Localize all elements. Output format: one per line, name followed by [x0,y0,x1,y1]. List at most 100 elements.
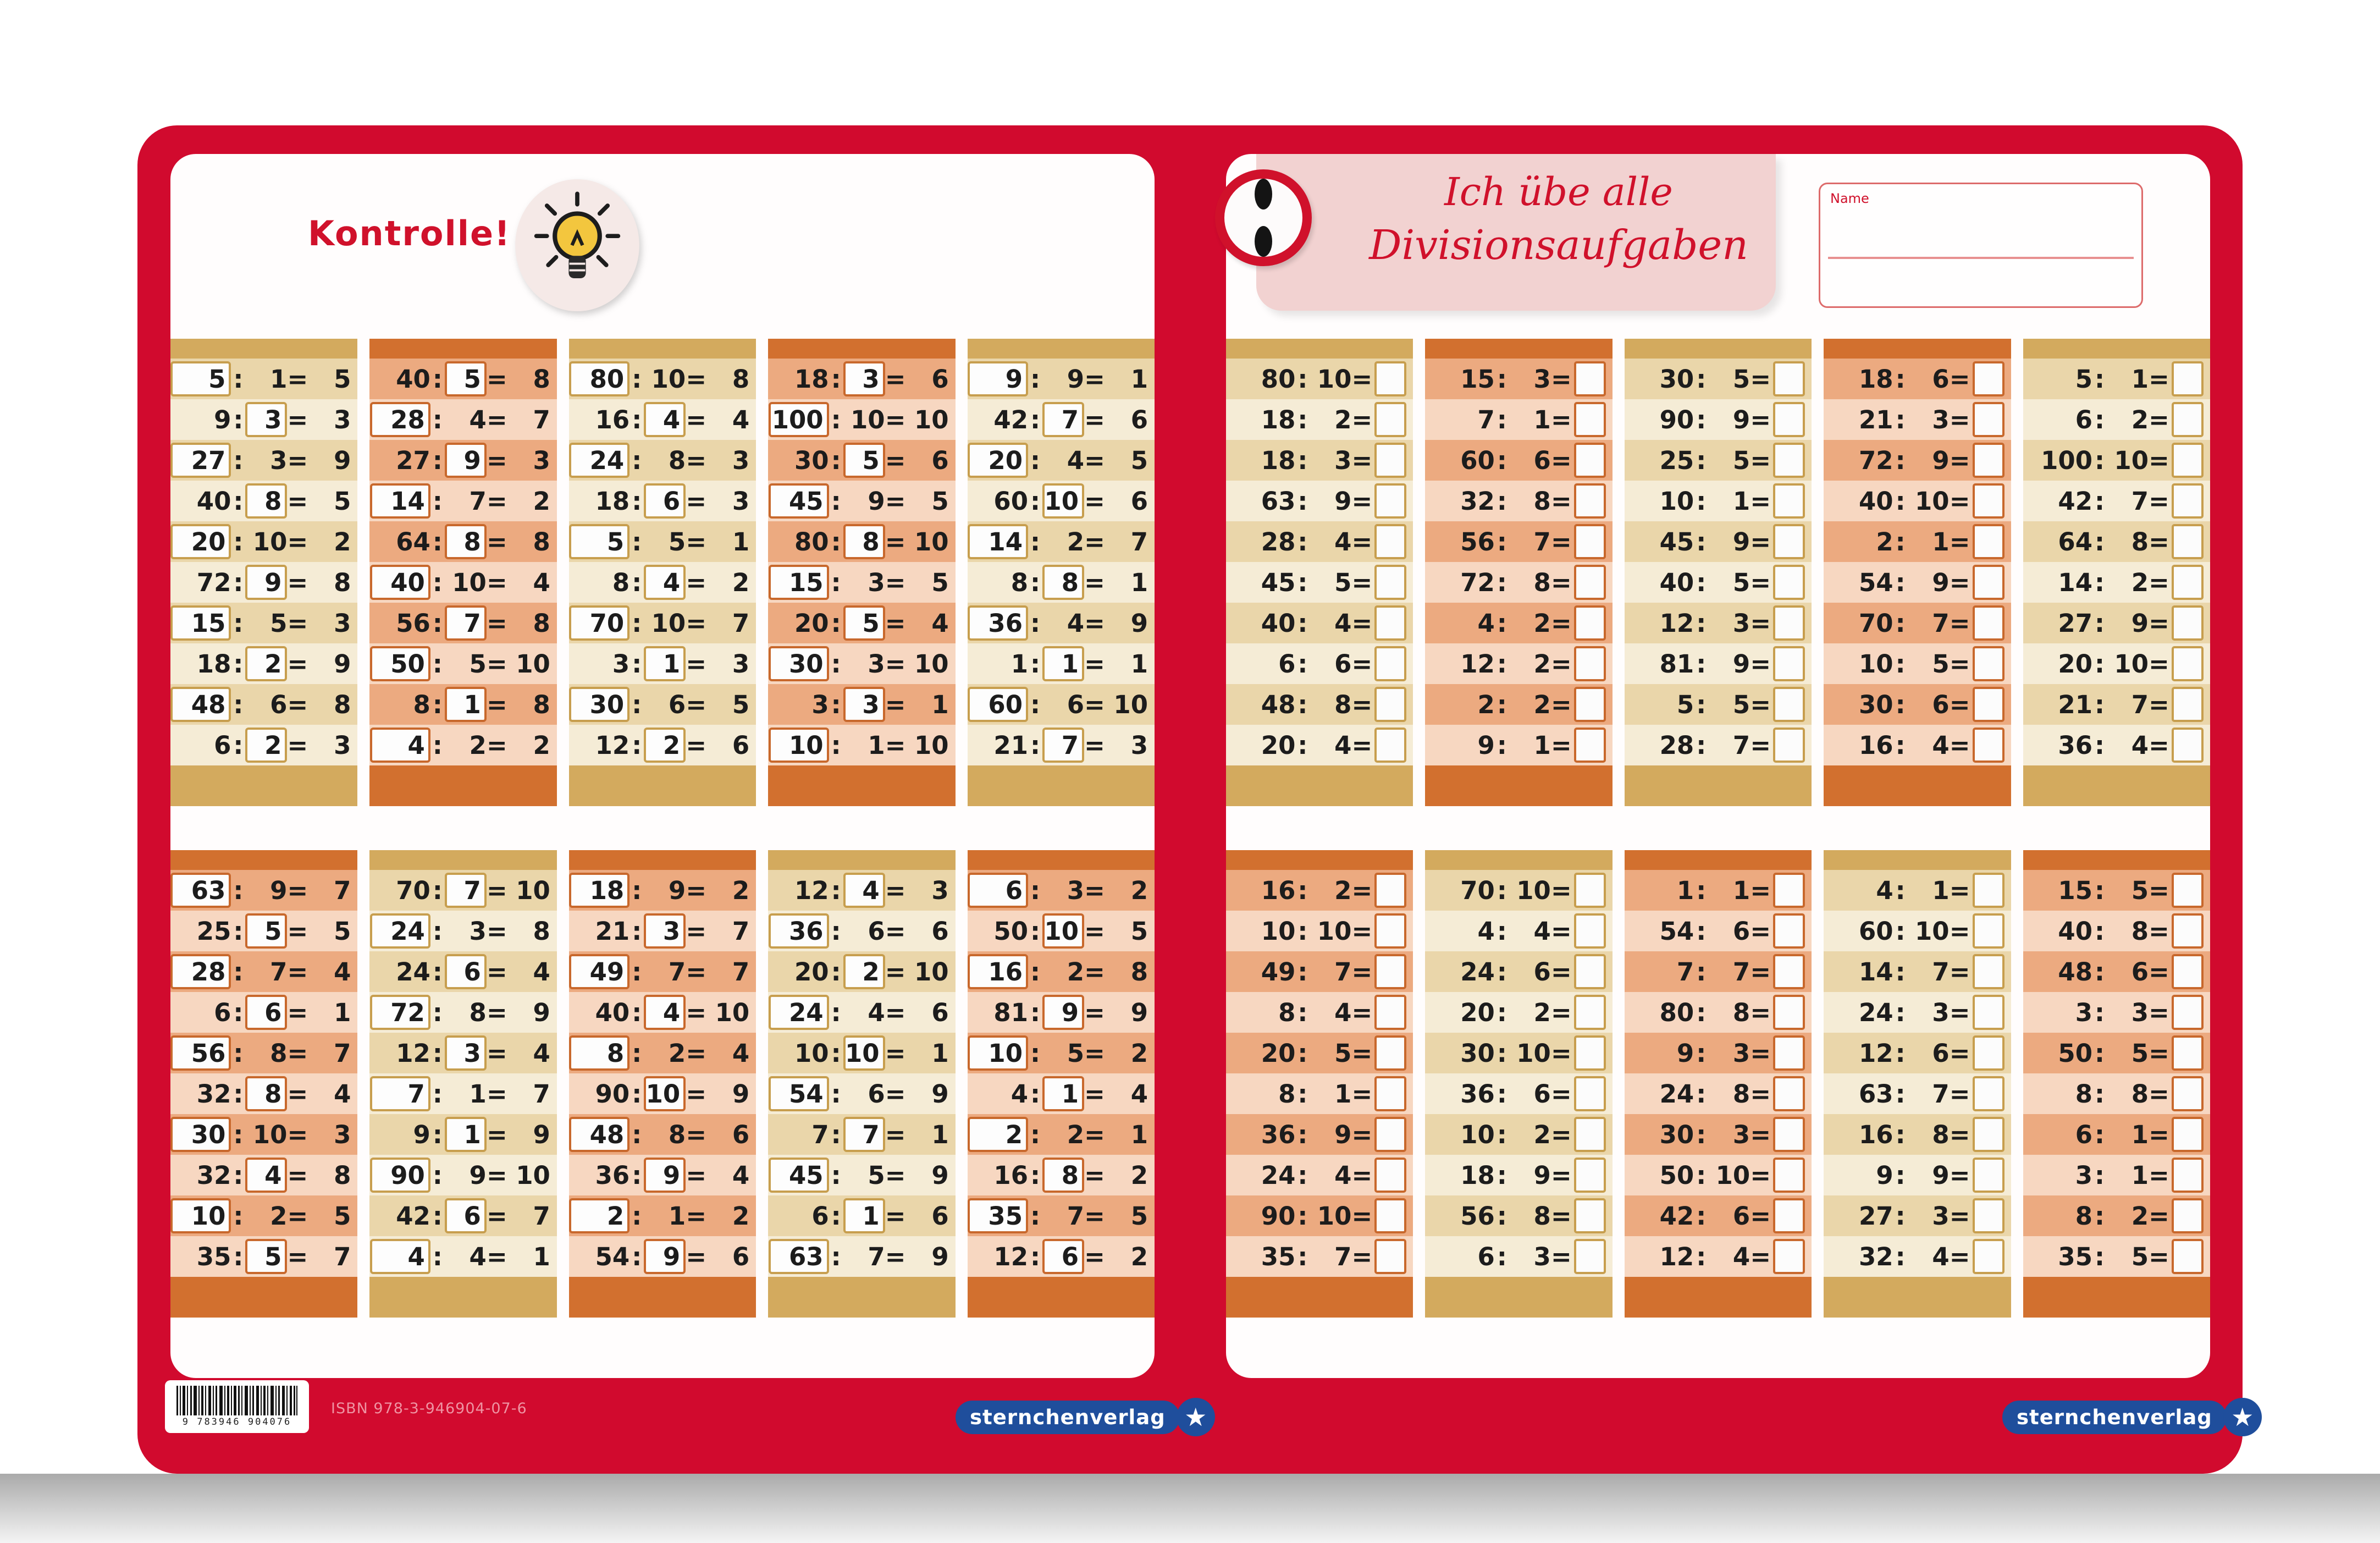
answer-input-box[interactable] [1573,1035,1606,1071]
answer-input-box[interactable] [1374,954,1407,989]
answer-input-box[interactable] [1972,1035,2004,1071]
answer-input-box[interactable] [1972,646,2004,681]
answer-input-box[interactable] [1374,402,1407,437]
answer-input-box[interactable] [1773,565,1805,600]
answer-input-box[interactable] [1573,913,1606,949]
answer-input-box[interactable] [1573,646,1606,681]
answer-input-box[interactable] [1773,483,1805,519]
answer-input-box[interactable] [1573,361,1606,396]
answer-input-box[interactable] [2172,1158,2204,1193]
answer-input-box[interactable] [1573,443,1606,478]
answer-input-box[interactable] [1374,1158,1407,1193]
answer-input-box[interactable] [1773,1158,1805,1193]
answer-input-box[interactable] [1374,687,1407,722]
answer-input-box[interactable] [1773,443,1805,478]
answer-input-box[interactable] [1374,1035,1407,1071]
answer-input-box[interactable] [1573,402,1606,437]
answer-input-box[interactable] [1972,913,2004,949]
answer-input-box[interactable] [2172,646,2204,681]
answer-input-box[interactable] [1773,1198,1805,1233]
answer-input-box[interactable] [2172,1117,2204,1152]
answer-input-box[interactable] [1773,524,1805,559]
answer-input-box[interactable] [1972,483,2004,519]
answer-input-box[interactable] [2172,443,2204,478]
answer-input-box[interactable] [1773,954,1805,989]
answer-input-box[interactable] [2172,565,2204,600]
answer-input-box[interactable] [2172,1239,2204,1274]
answer-input-box[interactable] [1773,1239,1805,1274]
answer-input-box[interactable] [1972,443,2004,478]
answer-input-box[interactable] [1374,1117,1407,1152]
answer-input-box[interactable] [1773,687,1805,722]
answer-input-box[interactable] [2172,995,2204,1030]
answer-input-box[interactable] [2172,687,2204,722]
answer-input-box[interactable] [1773,995,1805,1030]
answer-input-box[interactable] [1773,361,1805,396]
answer-input-box[interactable] [1374,565,1407,600]
answer-input-box[interactable] [2172,361,2204,396]
answer-input-box[interactable] [1972,524,2004,559]
answer-input-box[interactable] [2172,873,2204,908]
answer-input-box[interactable] [1972,565,2004,600]
answer-input-box[interactable] [1374,728,1407,763]
answer-input-box[interactable] [1374,605,1407,641]
answer-input-box[interactable] [1773,1035,1805,1071]
answer-input-box[interactable] [1374,913,1407,949]
answer-input-box[interactable] [1573,605,1606,641]
answer-input-box[interactable] [1972,1239,2004,1274]
answer-input-box[interactable] [1374,361,1407,396]
answer-input-box[interactable] [1374,483,1407,519]
answer-input-box[interactable] [1374,1076,1407,1111]
answer-input-box[interactable] [1773,402,1805,437]
answer-input-box[interactable] [1972,605,2004,641]
answer-input-box[interactable] [1573,1239,1606,1274]
answer-input-box[interactable] [1573,565,1606,600]
answer-input-box[interactable] [1374,443,1407,478]
answer-input-box[interactable] [1573,873,1606,908]
answer-input-box[interactable] [1573,483,1606,519]
answer-input-box[interactable] [1573,524,1606,559]
answer-input-box[interactable] [1573,954,1606,989]
answer-input-box[interactable] [1573,728,1606,763]
answer-input-box[interactable] [2172,1198,2204,1233]
answer-input-box[interactable] [2172,605,2204,641]
answer-input-box[interactable] [2172,483,2204,519]
answer-input-box[interactable] [1773,605,1805,641]
answer-input-box[interactable] [1573,1158,1606,1193]
answer-input-box[interactable] [1972,873,2004,908]
name-field[interactable]: Name [1819,183,2143,308]
answer-input-box[interactable] [1773,913,1805,949]
answer-input-box[interactable] [1972,687,2004,722]
answer-input-box[interactable] [1374,1198,1407,1233]
answer-input-box[interactable] [1573,1198,1606,1233]
answer-input-box[interactable] [1573,1076,1606,1111]
answer-input-box[interactable] [2172,728,2204,763]
answer-input-box[interactable] [1972,1117,2004,1152]
answer-input-box[interactable] [1972,728,2004,763]
answer-input-box[interactable] [1773,728,1805,763]
answer-input-box[interactable] [1773,873,1805,908]
answer-input-box[interactable] [1773,1117,1805,1152]
answer-input-box[interactable] [1972,954,2004,989]
answer-input-box[interactable] [1972,1198,2004,1233]
answer-input-box[interactable] [2172,913,2204,949]
answer-input-box[interactable] [1374,873,1407,908]
answer-input-box[interactable] [1573,1117,1606,1152]
answer-input-box[interactable] [2172,1035,2204,1071]
answer-input-box[interactable] [1972,995,2004,1030]
answer-input-box[interactable] [2172,1076,2204,1111]
answer-input-box[interactable] [2172,402,2204,437]
answer-input-box[interactable] [1374,524,1407,559]
answer-input-box[interactable] [1374,1239,1407,1274]
answer-input-box[interactable] [2172,954,2204,989]
answer-input-box[interactable] [1773,646,1805,681]
answer-input-box[interactable] [1374,995,1407,1030]
answer-input-box[interactable] [1972,402,2004,437]
answer-input-box[interactable] [1972,1158,2004,1193]
answer-input-box[interactable] [1972,1076,2004,1111]
name-write-line[interactable] [1828,257,2134,259]
answer-input-box[interactable] [2172,524,2204,559]
answer-input-box[interactable] [1374,646,1407,681]
answer-input-box[interactable] [1573,687,1606,722]
answer-input-box[interactable] [1573,995,1606,1030]
